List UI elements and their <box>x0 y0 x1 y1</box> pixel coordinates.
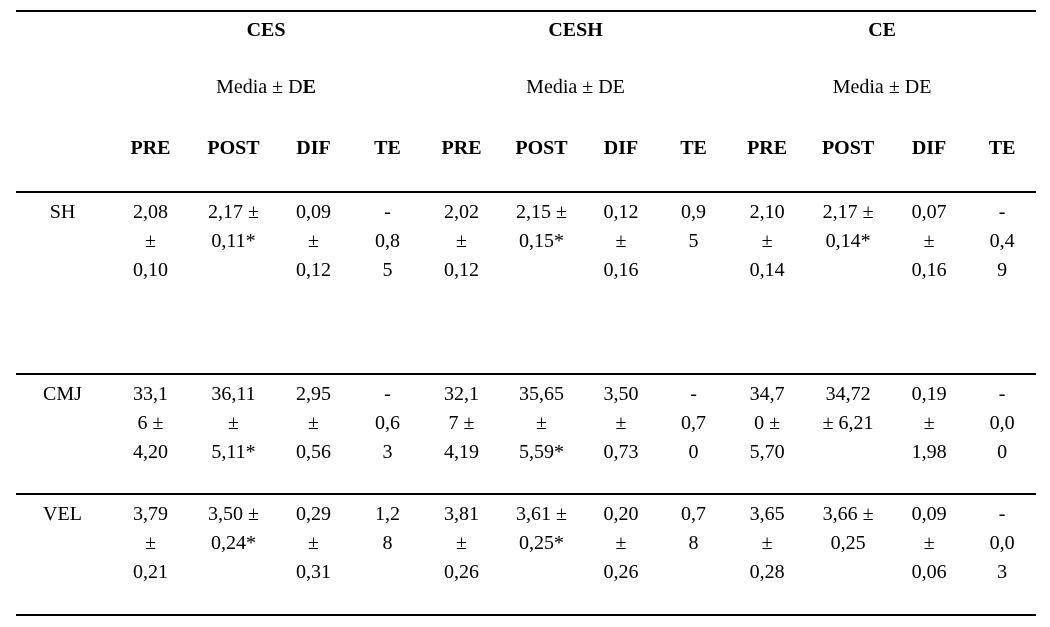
data-cell: 2,17 ± 0,11* <box>208 201 259 252</box>
corner-cell <box>16 71 109 131</box>
data-cell: 0,09 ± 0,06 <box>890 493 969 615</box>
data-cell: 0,19 ± 1,98 <box>890 373 969 494</box>
col-header-te-cesh: TE <box>659 131 729 193</box>
corner-cell <box>16 131 109 193</box>
data-cell: 3,50 ± 0,73 <box>583 373 660 494</box>
table-row-cmj: CMJ 33,1 6 ± 4,20 36,11 ± 5,11* 2,95 ± 0… <box>16 373 1037 494</box>
group-header-row: CES CESH CE <box>16 11 1036 71</box>
data-cell: 2,95 ± 0,56 <box>275 373 352 494</box>
col-header-dif-ce: DIF <box>890 131 969 193</box>
col-header-pre-cesh: PRE <box>423 131 501 193</box>
data-cell: 0,29 ± 0,31 <box>275 493 352 615</box>
subheader-cesh: Media ± DE <box>423 71 728 131</box>
col-header-post-cesh: POST <box>500 131 584 193</box>
data-cell: 35,65 ± 5,59* <box>500 373 584 494</box>
subheader-ces: Media ± DE <box>109 71 423 131</box>
data-cell: 3,50 ± 0,24* <box>192 493 275 615</box>
col-header-te-ce: TE <box>968 131 1037 193</box>
data-cell: 0,12 ± 0,16 <box>603 201 639 281</box>
data-cell: 2,15 ± 0,15* <box>516 201 568 252</box>
group-header-ces: CES <box>246 19 286 41</box>
data-cell: 34,7 0 ± 5,70 <box>728 373 807 494</box>
data-cell: - 0,4 9 <box>989 201 1015 281</box>
data-cell: 3,79 ± 0,21 <box>109 493 192 615</box>
table-row-vel: VEL 3,79 ± 0,21 3,50 ± 0,24* 0,29 ± 0,31… <box>16 493 1037 615</box>
column-header-row: PRE POST DIF TE PRE POST DIF TE PRE POST… <box>16 131 1037 193</box>
data-cell: - 0,8 5 <box>375 201 401 281</box>
data-cell: 0,07 ± 0,16 <box>911 201 947 281</box>
data-cell: 34,72 ± 6,21 <box>806 373 891 494</box>
subheader-text: Media ± DE <box>832 76 932 98</box>
subheader-row: Media ± DE Media ± DE Media ± DE <box>16 71 1036 131</box>
data-cell: 33,1 6 ± 4,20 <box>109 373 192 494</box>
col-header-dif-ces: DIF <box>275 131 352 193</box>
data-cell: 1,2 8 <box>352 493 424 615</box>
col-header-pre-ce: PRE <box>728 131 807 193</box>
data-cell: 0,9 5 <box>681 201 707 252</box>
subheader-text: Media ± DE <box>526 76 625 98</box>
group-header-ce: CE <box>868 19 896 41</box>
col-header-post-ces: POST <box>192 131 275 193</box>
data-cell: - 0,6 3 <box>352 373 424 494</box>
corner-cell <box>16 11 109 71</box>
col-header-pre-ces: PRE <box>109 131 192 193</box>
data-cell: - 0,0 3 <box>968 493 1037 615</box>
data-cell: 36,11 ± 5,11* <box>192 373 275 494</box>
data-cell: 3,66 ± 0,25 <box>806 493 891 615</box>
group-header-cesh: CESH <box>548 19 603 41</box>
data-cell: 2,10 ± 0,14 <box>749 201 785 281</box>
data-cell: 3,65 ± 0,28 <box>728 493 807 615</box>
table-row-sh: SH 2,08 ± 0,10 2,17 ± 0,11* 0,09 ± 0,12 … <box>16 192 1036 374</box>
data-cell: - 0,0 0 <box>968 373 1037 494</box>
data-cell: 3,81 ± 0,26 <box>423 493 501 615</box>
col-header-dif-cesh: DIF <box>583 131 660 193</box>
data-cell: 2,17 ± 0,14* <box>822 201 874 252</box>
data-cell: 2,08 ± 0,10 <box>133 201 168 281</box>
data-cell: 3,61 ± 0,25* <box>500 493 584 615</box>
subheader-ce: Media ± DE <box>728 71 1036 131</box>
subheader-text: Media ± D <box>216 76 303 98</box>
row-label: VEL <box>16 493 109 615</box>
row-label: SH <box>49 201 76 223</box>
data-cell: 0,7 8 <box>659 493 729 615</box>
data-cell: 2,02 ± 0,12 <box>444 201 480 281</box>
data-cell: 0,09 ± 0,12 <box>296 201 331 281</box>
results-table: CES CESH CE Media ± DE Media ± DE Media … <box>16 10 1037 616</box>
row-label: CMJ <box>16 373 109 494</box>
data-cell: 0,20 ± 0,26 <box>583 493 660 615</box>
data-cell: - 0,7 0 <box>659 373 729 494</box>
col-header-post-ce: POST <box>806 131 891 193</box>
data-cell: 32,1 7 ± 4,19 <box>423 373 501 494</box>
subheader-bold-text: E <box>302 76 316 98</box>
col-header-te-ces: TE <box>352 131 424 193</box>
